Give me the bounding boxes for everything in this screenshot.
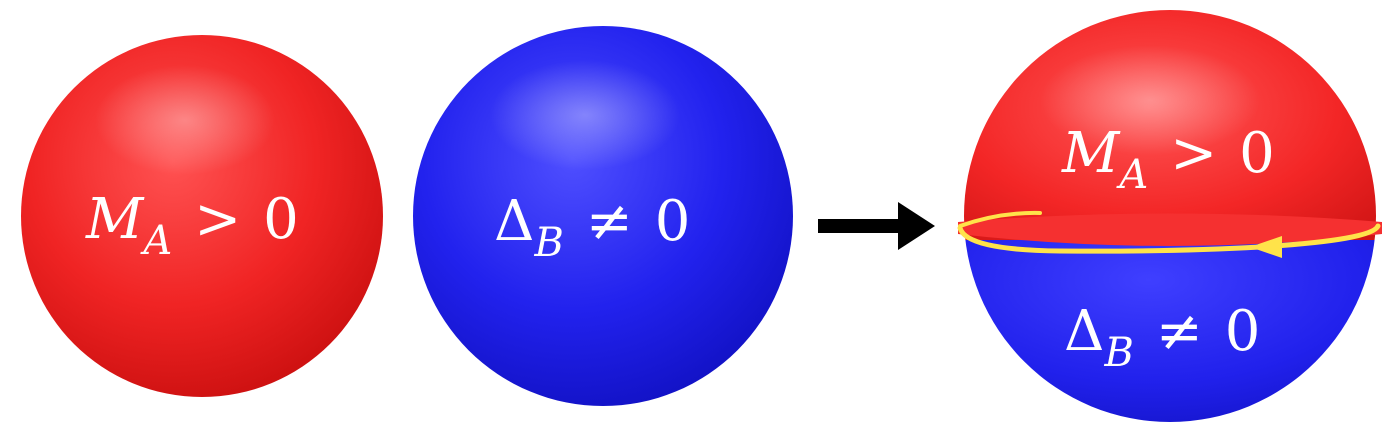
combined-highlight (1040, 45, 1260, 155)
sphere-a-label: MA >0 (85, 187, 299, 264)
sphere-b-relation: ≠ (586, 189, 633, 254)
combined-top-rhs: 0 (1239, 121, 1275, 186)
combined-top-relation: > (1170, 121, 1217, 186)
equator-red-band (958, 213, 1382, 246)
sphere-blue-deltab: ΔB ≠ 0 (413, 26, 793, 406)
red-sphere-highlight (95, 65, 275, 175)
combined-sphere: MA >0 ΔB ≠ 0 (957, 10, 1382, 422)
boundary-loop-front (957, 223, 1381, 254)
right-arrow-icon (818, 202, 935, 250)
combined-bottom-relation: ≠ (1156, 299, 1203, 364)
boundary-loop-left (958, 210, 1042, 228)
combined-top-label: MA >0 (1061, 121, 1275, 198)
combined-bottom-subscript: B (1103, 330, 1133, 376)
sphere-b-symbol: Δ (494, 189, 534, 254)
combined-top-subscript: A (1115, 152, 1148, 198)
blue-sphere-highlight (490, 60, 680, 170)
combined-top-symbol: M (1061, 121, 1121, 186)
sphere-b-label: ΔB ≠ 0 (494, 189, 690, 266)
combined-bottom-rhs: 0 (1225, 299, 1261, 364)
combined-bottom-symbol: Δ (1064, 299, 1104, 364)
sphere-a-relation: > (194, 187, 241, 252)
sphere-a-symbol: M (85, 187, 145, 252)
sphere-a-rhs: 0 (263, 187, 299, 252)
boundary-direction-arrowhead-icon (1250, 236, 1282, 258)
sphere-b-rhs: 0 (655, 189, 691, 254)
sphere-b-subscript: B (533, 220, 563, 266)
combined-bottom-label: ΔB ≠ 0 (1064, 299, 1260, 376)
sphere-red-ma: MA >0 (21, 35, 383, 397)
sphere-a-subscript: A (139, 218, 172, 264)
